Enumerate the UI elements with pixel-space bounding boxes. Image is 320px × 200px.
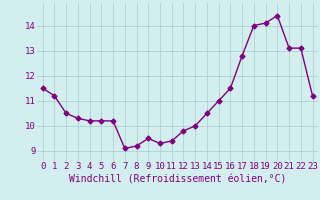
X-axis label: Windchill (Refroidissement éolien,°C): Windchill (Refroidissement éolien,°C) (69, 174, 286, 184)
